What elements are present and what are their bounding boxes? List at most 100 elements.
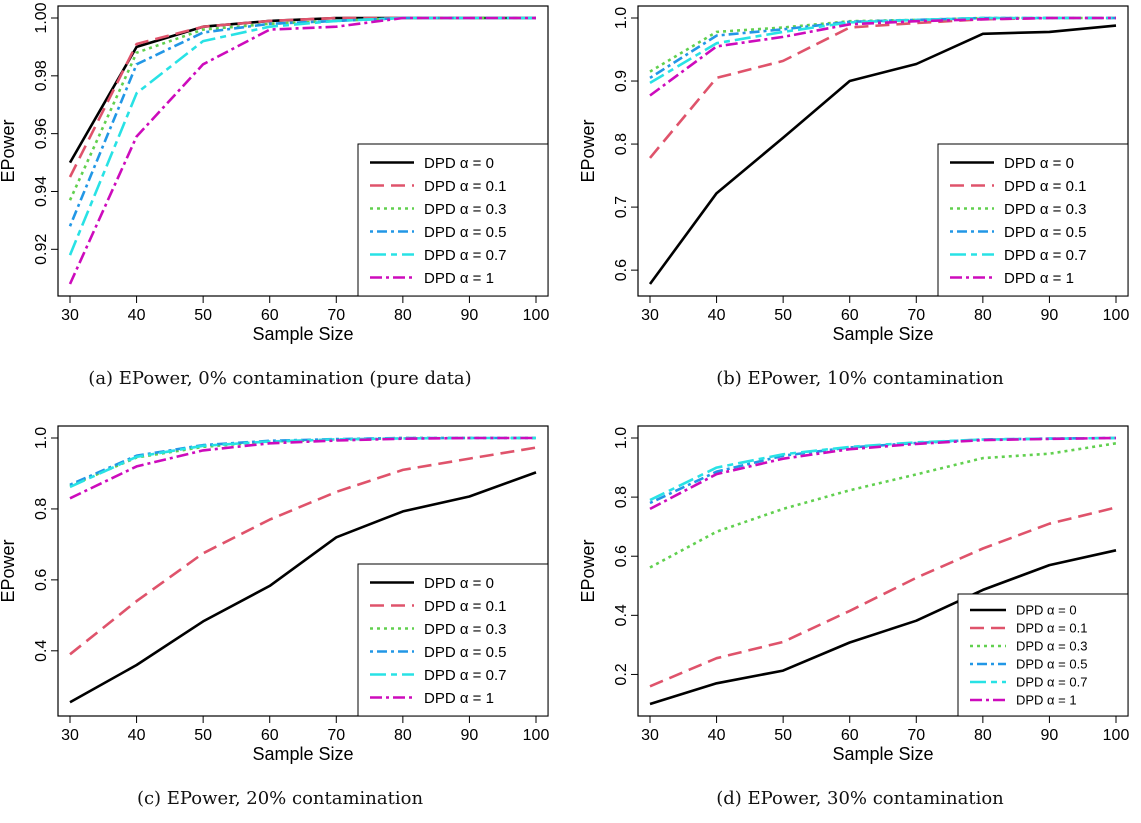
x-tick-label: 70 (327, 727, 345, 744)
chart-panel-c: 30 40 50 60 70 80 90 100 0.4 0.6 0.8 1.0 Sample Size… (0, 420, 560, 820)
series-line (649, 436, 1117, 511)
x-tick-label: 50 (774, 727, 792, 744)
x-tick-label: 50 (774, 307, 792, 324)
x-axis-label: Sample Size (252, 324, 353, 344)
series-line (69, 436, 536, 489)
legend-label: DPD α = 0 (424, 155, 494, 172)
legend-box (957, 593, 1129, 717)
chart-caption-b: (b) EPower, 10% contamination (716, 368, 1004, 389)
x-tick-label: 40 (128, 307, 146, 324)
y-tick-label: 1.0 (613, 427, 630, 449)
y-tick-label: 0.6 (613, 545, 630, 567)
legend-label: DPD α = 0.3 (424, 201, 506, 218)
x-tick-label: 60 (841, 307, 859, 324)
legend-label: DPD α = 0.1 (1016, 621, 1087, 636)
series-line (649, 549, 1117, 706)
epower-chart-a: 30 40 50 60 70 80 90 100 0.92 0.94 0.96 0.98 1.00 Sam… (0, 2, 550, 344)
epower-chart-b: 30 40 50 60 70 80 90 100 0.6 0.7 0.8 0.9 1.0 Sample S… (580, 5, 1129, 344)
x-tick-label: 50 (194, 727, 212, 744)
chart-panel-a: 30 40 50 60 70 80 90 100 0.92 0.94 0.96 0.98 1.00 Sam… (0, 0, 560, 400)
series-line (648, 24, 1117, 285)
y-tick-label: 0.9 (613, 70, 630, 92)
legend-label: DPD α = 0 (424, 575, 494, 592)
x-tick-label: 90 (1041, 727, 1059, 744)
epower-chart-d: 30 40 50 60 70 80 90 100 0.2 0.4 0.6 0.8 1.0 Sample S… (580, 425, 1130, 764)
series-line (649, 506, 1117, 688)
x-tick-label: 50 (194, 307, 212, 324)
x-tick-label: 70 (327, 307, 345, 324)
legend-label: DPD α = 0.3 (424, 621, 506, 638)
series-line (649, 442, 1117, 569)
x-tick-label: 40 (128, 727, 146, 744)
y-tick-label: 1.00 (33, 2, 50, 33)
y-tick-label: 0.4 (613, 604, 630, 626)
x-tick-label: 80 (974, 727, 992, 744)
x-tick-label: 60 (261, 727, 279, 744)
x-tick-label: 30 (641, 307, 659, 324)
series-line (649, 16, 1116, 97)
series-line (649, 16, 1116, 159)
legend-label: DPD α = 1 (424, 690, 494, 707)
y-axis-label: EPower (580, 119, 598, 182)
y-tick-label: 0.92 (33, 234, 50, 265)
y-tick-label: 0.7 (613, 196, 630, 218)
y-tick-label: 0.6 (613, 259, 630, 281)
y-axis-label: EPower (580, 539, 598, 602)
legend-label: DPD α = 0.1 (424, 178, 506, 195)
chart-panel-b: 30 40 50 60 70 80 90 100 0.6 0.7 0.8 0.9 1.0 Sample S… (580, 0, 1140, 400)
chart-caption-a: (a) EPower, 0% contamination (pure data) (88, 368, 472, 389)
x-tick-label: 90 (1041, 307, 1059, 324)
y-tick-label: 0.8 (613, 486, 630, 508)
legend-label: DPD α = 0.3 (1016, 639, 1087, 654)
y-tick-label: 1.0 (613, 7, 630, 29)
legend-label: DPD α = 0.7 (1004, 247, 1086, 264)
plot-frame (637, 425, 1129, 717)
legend-label: DPD α = 0.7 (1016, 675, 1087, 690)
legend-label: DPD α = 0.1 (424, 598, 506, 615)
y-tick-label: 0.8 (33, 498, 50, 520)
y-axis-label: EPower (0, 539, 18, 602)
series-line (68, 16, 536, 285)
y-tick-label: 0.8 (613, 133, 630, 155)
legend-label: DPD α = 1 (1004, 270, 1074, 287)
series-line (649, 436, 1117, 502)
series-line (69, 436, 536, 486)
legend-label: DPD α = 0.5 (424, 224, 506, 241)
legend-label: DPD α = 0.5 (1004, 224, 1086, 241)
x-tick-label: 80 (394, 307, 412, 324)
legend-label: DPD α = 0 (1016, 603, 1077, 618)
x-tick-label: 40 (708, 307, 726, 324)
y-tick-label: 0.4 (33, 640, 50, 662)
y-tick-label: 0.96 (33, 118, 50, 149)
legend-label: DPD α = 0.5 (1016, 657, 1087, 672)
x-tick-label: 60 (841, 727, 859, 744)
series-line (69, 471, 537, 704)
x-tick-label: 80 (394, 727, 412, 744)
series-line (69, 436, 536, 488)
x-axis-label: Sample Size (832, 324, 933, 344)
x-tick-label: 90 (461, 727, 479, 744)
y-tick-label: 1.0 (33, 427, 50, 449)
legend-label: DPD α = 0.7 (424, 247, 506, 264)
legend-label: DPD α = 1 (424, 270, 494, 287)
legend-label: DPD α = 0.7 (424, 667, 506, 684)
chart-caption-c: (c) EPower, 20% contamination (136, 788, 424, 809)
legend-label: DPD α = 0.1 (1004, 178, 1086, 195)
x-tick-label: 30 (641, 727, 659, 744)
series-line (68, 16, 536, 164)
y-tick-label: 0.98 (33, 60, 50, 91)
x-tick-label: 70 (907, 727, 925, 744)
x-tick-label: 80 (974, 307, 992, 324)
x-tick-label: 30 (61, 727, 79, 744)
x-tick-label: 100 (523, 307, 550, 324)
x-tick-label: 100 (1103, 727, 1130, 744)
series-line (69, 436, 536, 500)
series-line (649, 436, 1117, 505)
x-tick-label: 40 (708, 727, 726, 744)
y-axis-label: EPower (0, 119, 18, 182)
x-tick-label: 90 (461, 307, 479, 324)
chart-panel-d: 30 40 50 60 70 80 90 100 0.2 0.4 0.6 0.8 1.0 Sample S… (580, 420, 1140, 820)
epower-chart-c: 30 40 50 60 70 80 90 100 0.4 0.6 0.8 1.0 Sample Size… (0, 425, 549, 764)
legend-label: DPD α = 1 (1016, 693, 1077, 708)
legend-box (357, 143, 549, 297)
